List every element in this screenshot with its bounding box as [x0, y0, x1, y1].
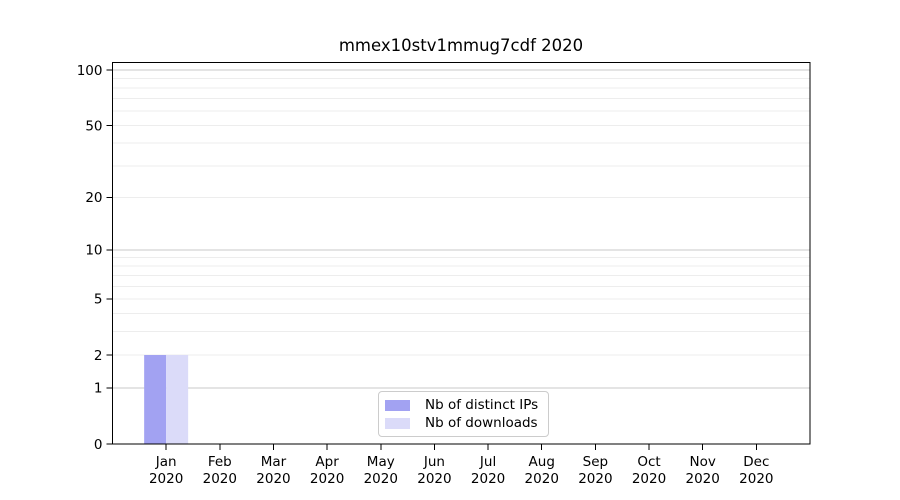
x-tick-label: Nov 2020	[686, 454, 720, 487]
x-tick-label: Jul 2020	[471, 454, 505, 487]
x-tick-label: Oct 2020	[632, 454, 666, 487]
legend-label-downloads: Nb of downloads	[425, 415, 538, 431]
legend-swatch-downloads	[385, 417, 410, 429]
y-tick-label: 10	[85, 243, 102, 259]
x-tick-label: Dec 2020	[739, 454, 773, 487]
legend: Nb of distinct IPs Nb of downloads	[378, 391, 550, 437]
x-tick-label: Jan 2020	[149, 454, 183, 487]
x-tick-label: Jun 2020	[417, 454, 451, 487]
legend-item-distinct-ips: Nb of distinct IPs	[385, 398, 538, 412]
y-tick-label: 20	[85, 190, 102, 206]
y-tick-label: 0	[94, 437, 103, 453]
x-tick-label: Feb 2020	[203, 454, 237, 487]
y-tick-label: 100	[77, 63, 103, 79]
x-tick-label: Apr 2020	[310, 454, 344, 487]
y-tick-label: 5	[94, 292, 103, 308]
legend-item-downloads: Nb of downloads	[385, 416, 538, 430]
y-tick-label: 50	[85, 118, 102, 134]
plot-border	[112, 62, 811, 445]
y-tick-label: 2	[94, 348, 103, 364]
x-tick-label: Mar 2020	[256, 454, 290, 487]
legend-swatch-distinct-ips	[385, 399, 410, 411]
x-tick-label: Aug 2020	[525, 454, 559, 487]
x-tick-label: Sep 2020	[578, 454, 612, 487]
chart-title: mmex10stv1mmug7cdf 2020	[338, 36, 584, 55]
bar-nb-of-downloads	[166, 355, 189, 444]
y-tick-label: 1	[94, 381, 103, 397]
bar-nb-of-distinct-ips	[144, 355, 167, 444]
legend-label-distinct-ips: Nb of distinct IPs	[425, 397, 539, 413]
x-tick-label: May 2020	[364, 454, 398, 487]
